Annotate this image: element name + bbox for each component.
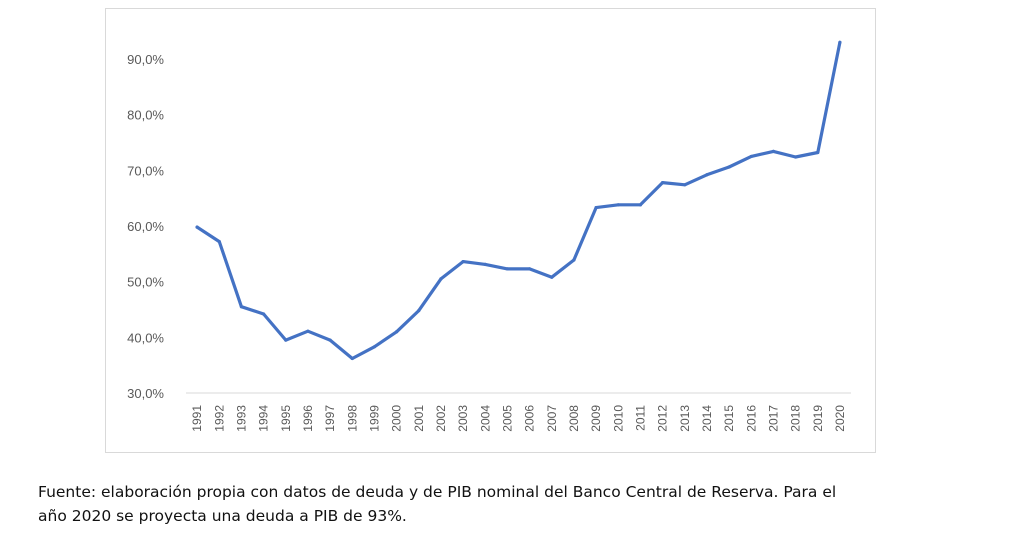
x-tick-label: 2004 <box>478 405 492 432</box>
x-tick-label: 1994 <box>257 405 271 432</box>
data-point <box>417 309 421 313</box>
x-tick-label: 2007 <box>545 405 559 432</box>
x-tick-label: 2009 <box>589 405 603 432</box>
series-line <box>195 40 842 361</box>
x-tick-label: 2006 <box>523 405 537 432</box>
data-point <box>616 203 620 207</box>
x-tick-label: 2015 <box>722 405 736 432</box>
y-tick-label: 30,0% <box>127 386 164 401</box>
x-tick-label: 2019 <box>811 405 825 432</box>
x-tick-label: 1998 <box>345 405 359 432</box>
data-point <box>660 180 665 185</box>
data-point <box>550 275 554 279</box>
y-tick-label: 60,0% <box>127 219 164 234</box>
x-tick-label: 2005 <box>500 405 514 432</box>
y-tick-label: 40,0% <box>127 330 164 345</box>
x-axis-tick-labels: 1991 1992 1993 1994 1995 1996 1997 1998 1999 2000… <box>190 405 847 432</box>
data-point <box>527 267 532 271</box>
x-tick-label: 2017 <box>766 405 780 432</box>
x-tick-label: 1993 <box>234 405 248 432</box>
x-tick-label: 2012 <box>656 405 670 432</box>
data-point <box>461 260 465 264</box>
x-tick-label: 1999 <box>367 405 381 432</box>
data-point <box>594 206 598 210</box>
y-tick-label: 70,0% <box>127 163 164 178</box>
x-tick-label: 2011 <box>633 405 647 431</box>
data-point <box>350 356 354 361</box>
x-tick-label: 1992 <box>212 405 226 432</box>
x-tick-label: 2016 <box>744 405 758 432</box>
x-tick-label: 2003 <box>456 405 470 432</box>
data-point <box>793 155 798 159</box>
data-point <box>239 305 244 309</box>
data-point <box>439 277 443 281</box>
data-point <box>771 149 776 154</box>
x-tick-label: 2001 <box>412 405 426 432</box>
data-point <box>572 258 576 262</box>
data-point <box>838 40 842 44</box>
data-point <box>195 225 199 229</box>
data-point <box>306 329 310 333</box>
data-point <box>328 338 332 342</box>
data-point <box>705 173 709 177</box>
caption-line-2: año 2020 se proyecta una deuda a PIB de … <box>38 507 407 525</box>
data-point <box>284 338 288 342</box>
data-points <box>195 40 842 361</box>
x-tick-label: 2000 <box>390 405 404 432</box>
x-tick-label: 2013 <box>678 405 692 432</box>
data-point <box>749 154 753 159</box>
x-tick-label: 1997 <box>323 405 337 432</box>
data-point <box>727 165 731 169</box>
x-tick-label: 2018 <box>789 405 803 432</box>
x-tick-label: 1991 <box>190 405 204 432</box>
y-tick-label: 50,0% <box>127 275 164 290</box>
figure-caption: Fuente: elaboración propia con datos de … <box>38 480 998 528</box>
y-tick-label: 80,0% <box>127 108 164 123</box>
x-tick-label: 2002 <box>434 405 448 432</box>
data-point <box>483 262 487 267</box>
data-point <box>505 267 510 271</box>
x-tick-label: 2008 <box>567 405 581 432</box>
y-tick-label: 90,0% <box>127 52 164 67</box>
x-tick-label: 1995 <box>279 405 293 432</box>
x-tick-label: 2020 <box>833 405 847 432</box>
data-point <box>261 312 266 316</box>
data-point <box>217 239 221 244</box>
data-point <box>683 183 687 187</box>
y-axis-tick-labels: 30,0% 40,0% 50,0% 60,0% 70,0% 80,0% 90,0% <box>127 52 164 401</box>
caption-line-1: Fuente: elaboración propia con datos de … <box>38 483 837 501</box>
x-tick-label: 1996 <box>301 405 315 432</box>
data-point <box>372 345 377 349</box>
x-tick-label: 2010 <box>611 405 625 432</box>
chart-frame: 30,0% 40,0% 50,0% 60,0% 70,0% 80,0% 90,0% 1991… <box>105 8 876 453</box>
data-point <box>394 330 399 334</box>
data-point <box>816 150 820 155</box>
line-chart: 30,0% 40,0% 50,0% 60,0% 70,0% 80,0% 90,0% 1991… <box>127 40 851 432</box>
x-tick-label: 2014 <box>700 405 714 432</box>
data-point <box>638 203 643 207</box>
